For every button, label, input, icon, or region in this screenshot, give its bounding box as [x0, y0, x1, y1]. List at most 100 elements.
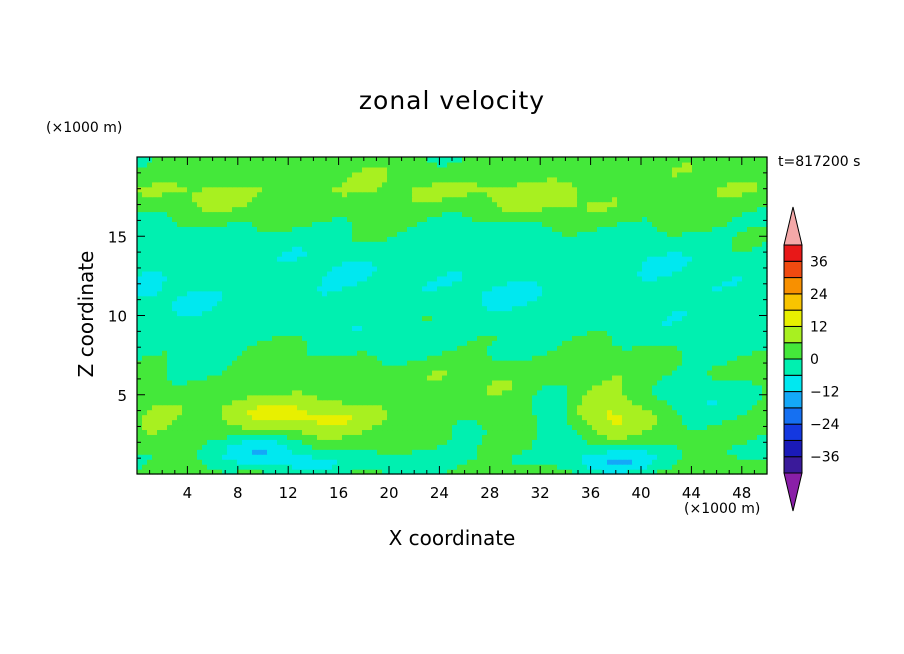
field-cell	[437, 315, 443, 322]
field-cell	[667, 369, 673, 376]
field-cell	[377, 335, 383, 341]
field-cell	[677, 350, 683, 356]
field-cell	[712, 360, 718, 366]
field-cell	[337, 434, 343, 440]
field-cell	[547, 394, 553, 401]
field-cell	[232, 345, 238, 351]
field-cell	[227, 374, 233, 381]
field-cell	[247, 399, 253, 406]
field-cell	[462, 295, 468, 302]
field-cell	[277, 444, 283, 450]
field-cell	[167, 409, 173, 416]
field-cell	[437, 429, 443, 435]
field-cell	[622, 300, 628, 307]
field-cell	[757, 454, 763, 460]
field-cell	[737, 379, 743, 386]
field-cell	[392, 464, 398, 470]
field-cell	[432, 389, 438, 396]
field-cell	[537, 340, 543, 346]
field-cell	[232, 300, 238, 307]
time-label: t=817200 s	[778, 154, 861, 170]
field-cell	[657, 379, 663, 386]
field-cell	[557, 409, 563, 416]
field-cell	[682, 374, 688, 381]
field-cell	[707, 454, 713, 460]
field-cell	[282, 409, 288, 416]
field-cell	[587, 439, 593, 445]
field-cell	[382, 315, 388, 322]
field-cell	[302, 389, 308, 396]
field-cell	[422, 414, 428, 421]
field-cell	[367, 365, 373, 371]
field-cell	[712, 379, 718, 386]
field-cell	[222, 399, 228, 406]
field-cell	[167, 449, 173, 455]
field-cell	[632, 320, 638, 326]
field-cell	[252, 310, 258, 317]
field-cell	[632, 369, 638, 376]
field-cell	[672, 449, 678, 455]
field-cell	[542, 340, 548, 346]
field-cell	[687, 409, 693, 416]
field-cell	[667, 320, 673, 326]
field-cell	[652, 280, 658, 287]
field-cell	[682, 300, 688, 307]
field-cell	[517, 429, 523, 435]
field-cell	[337, 424, 343, 431]
field-cell	[687, 379, 693, 386]
field-cell	[762, 454, 768, 460]
field-cell	[327, 340, 333, 346]
field-cell	[597, 449, 603, 455]
field-cell	[442, 394, 448, 401]
field-cell	[467, 300, 473, 307]
field-cell	[377, 310, 383, 317]
field-cell	[377, 350, 383, 356]
field-cell	[507, 459, 513, 465]
field-cell	[727, 335, 733, 341]
field-cell	[522, 365, 528, 371]
field-cell	[487, 454, 493, 460]
field-cell	[462, 384, 468, 391]
field-cell	[157, 394, 163, 401]
field-cell	[657, 290, 663, 297]
field-cell	[162, 404, 168, 411]
field-cell	[692, 434, 698, 440]
field-cell	[737, 300, 743, 307]
field-cell	[577, 335, 583, 341]
field-cell	[172, 424, 178, 431]
field-cell	[697, 335, 703, 341]
field-cell	[302, 369, 308, 376]
field-cell	[452, 464, 458, 470]
field-cell	[627, 414, 633, 421]
field-cell	[192, 350, 198, 356]
field-cell	[152, 310, 158, 317]
field-cell	[712, 345, 718, 351]
field-cell	[487, 325, 493, 331]
field-cell	[557, 310, 563, 317]
field-cell	[602, 345, 608, 351]
field-cell	[637, 340, 643, 346]
field-cell	[532, 335, 538, 341]
field-cell	[242, 325, 248, 331]
field-cell	[267, 335, 273, 341]
field-cell	[342, 280, 348, 287]
field-cell	[307, 454, 313, 460]
field-cell	[287, 320, 293, 326]
field-cell	[487, 404, 493, 411]
field-cell	[512, 399, 518, 406]
field-cell	[732, 469, 738, 475]
field-cell	[552, 419, 558, 426]
field-cell	[317, 419, 323, 426]
field-cell	[137, 369, 143, 376]
field-cell	[357, 374, 363, 381]
field-cell	[707, 330, 713, 336]
field-cell	[472, 429, 478, 435]
field-cell	[722, 464, 728, 470]
field-cell	[277, 369, 283, 376]
field-cell	[637, 295, 643, 302]
field-cell	[452, 365, 458, 371]
field-cell	[172, 325, 178, 331]
field-cell	[502, 355, 508, 361]
field-cell	[692, 365, 698, 371]
field-cell	[442, 355, 448, 361]
